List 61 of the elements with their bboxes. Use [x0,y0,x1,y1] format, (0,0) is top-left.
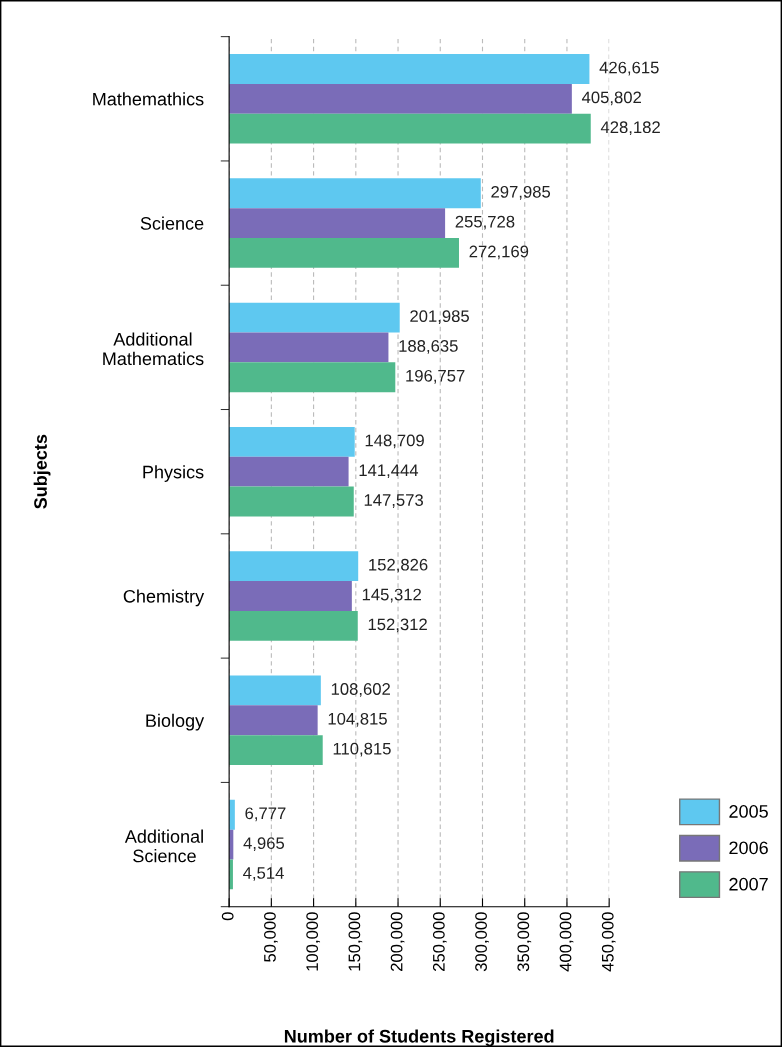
bar [229,426,355,457]
bar [229,362,396,393]
bar [229,675,321,706]
x-tick-label: 250,000 [432,912,447,971]
bar [229,610,358,641]
data-label: 4,514 [243,867,284,881]
legend-label: 2007 [729,877,768,891]
y-tick-label: Additional Science [124,829,203,863]
bar [229,735,323,766]
bar [229,581,352,611]
bar [229,486,354,517]
x-axis-title: Number of Students Registered [284,1029,554,1047]
bar [229,332,389,363]
data-label: 201,985 [410,310,469,324]
data-label: 145,312 [362,588,421,603]
x-tick-label: 450,000 [601,912,616,972]
data-label: 426,615 [599,61,659,76]
y-tick-label: Additional Mathematics [103,332,204,366]
bar [229,83,572,114]
data-label: 152,826 [369,558,428,573]
legend-label: 2006 [729,841,768,855]
x-tick-label: 0 [221,912,234,921]
x-tick-label: 100,000 [306,912,321,971]
y-tick-label: Science [140,216,204,230]
data-label: 4,965 [243,837,285,851]
x-tick-label: 150,000 [348,912,363,971]
data-label: 297,985 [491,185,551,200]
y-tick-label: Chemistry [123,589,205,607]
x-tick-label: 400,000 [559,912,574,972]
data-label: 148,709 [365,434,424,449]
bar [229,551,359,582]
bar [229,54,590,84]
data-label: 272,169 [469,245,529,260]
data-label: 6,777 [245,807,286,822]
data-label: 255,728 [455,215,515,230]
data-label: 108,602 [331,683,390,697]
data-label: 147,573 [364,494,423,508]
y-tick-label: Mathemathics [93,92,204,106]
bar [229,456,349,487]
bar [229,113,591,144]
x-tick-label: 50,000 [264,912,278,962]
bar [229,208,446,238]
data-label: 188,635 [399,340,458,354]
y-tick-label: Biology [146,713,205,731]
y-tick-label: Physics [143,465,204,482]
y-axis-title: Subjects [33,434,51,509]
data-label: 110,815 [333,742,391,757]
x-tick-label: 200,000 [390,912,405,971]
bar [229,302,400,333]
data-label: 104,815 [328,712,387,727]
bar [229,705,318,736]
bar [229,178,481,209]
data-label: 196,757 [406,369,465,384]
data-label: 428,182 [600,121,660,136]
data-label: 405,802 [581,91,641,106]
x-tick-label: 300,000 [475,912,489,972]
legend-label: 2005 [729,805,768,818]
bar [229,238,459,268]
data-label: 141,444 [359,464,419,479]
x-tick-label: 350,000 [517,912,532,972]
data-label: 152,312 [368,618,427,633]
